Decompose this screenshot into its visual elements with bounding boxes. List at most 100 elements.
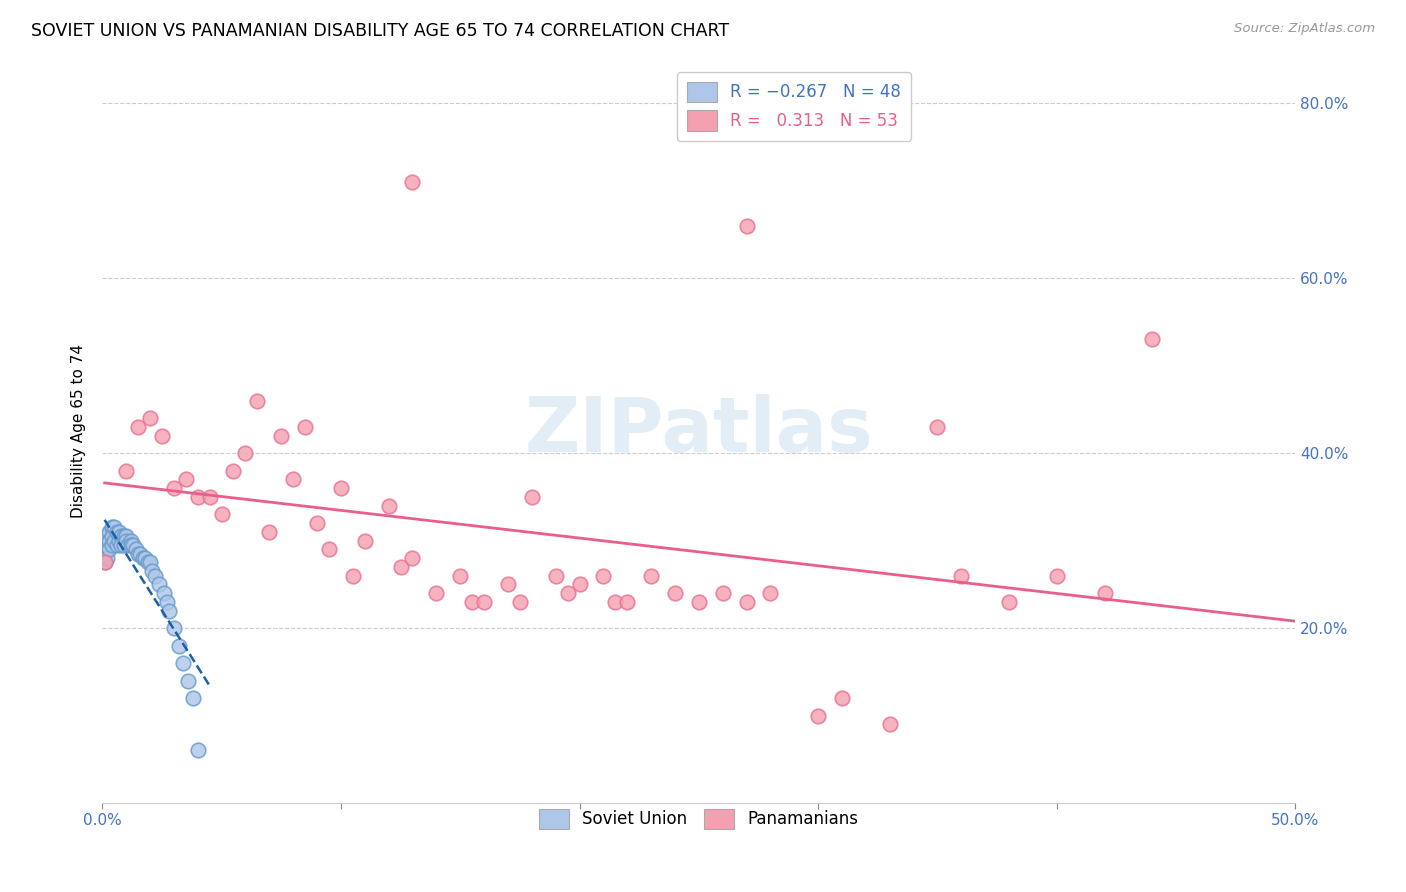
Point — [153, 586, 176, 600]
Point — [150, 428, 173, 442]
Point — [329, 481, 352, 495]
Point — [132, 551, 155, 566]
Point — [759, 586, 782, 600]
Point — [198, 490, 221, 504]
Point — [401, 175, 423, 189]
Point — [735, 595, 758, 609]
Point — [449, 568, 471, 582]
Point — [735, 219, 758, 233]
Point — [163, 621, 186, 635]
Point — [117, 538, 139, 552]
Point — [270, 428, 292, 442]
Point — [103, 533, 125, 548]
Point — [98, 524, 121, 539]
Point — [496, 577, 519, 591]
Point — [105, 524, 128, 539]
Point — [305, 516, 328, 530]
Point — [93, 547, 115, 561]
Point — [222, 464, 245, 478]
Point — [1046, 568, 1069, 582]
Point — [461, 595, 484, 609]
Point — [711, 586, 734, 600]
Point — [950, 568, 973, 582]
Point — [616, 595, 638, 609]
Text: Source: ZipAtlas.com: Source: ZipAtlas.com — [1234, 22, 1375, 36]
Point — [108, 533, 131, 548]
Point — [472, 595, 495, 609]
Point — [568, 577, 591, 591]
Point — [115, 464, 138, 478]
Point — [139, 556, 162, 570]
Point — [98, 533, 121, 548]
Point — [1094, 586, 1116, 600]
Point — [172, 656, 194, 670]
Point — [174, 472, 197, 486]
Text: SOVIET UNION VS PANAMANIAN DISABILITY AGE 65 TO 74 CORRELATION CHART: SOVIET UNION VS PANAMANIAN DISABILITY AG… — [31, 22, 730, 40]
Point — [318, 542, 340, 557]
Text: ZIPatlas: ZIPatlas — [524, 394, 873, 468]
Point — [177, 673, 200, 688]
Point — [103, 520, 125, 534]
Point — [105, 538, 128, 552]
Point — [108, 524, 131, 539]
Point — [605, 595, 627, 609]
Point — [93, 556, 115, 570]
Point — [509, 595, 531, 609]
Point — [281, 472, 304, 486]
Point — [157, 603, 180, 617]
Point — [211, 508, 233, 522]
Point — [122, 538, 145, 552]
Point — [127, 547, 149, 561]
Point — [377, 499, 399, 513]
Point — [148, 577, 170, 591]
Point — [401, 551, 423, 566]
Point — [259, 524, 281, 539]
Point — [664, 586, 686, 600]
Point — [592, 568, 614, 582]
Point — [100, 538, 122, 552]
Point — [294, 420, 316, 434]
Point — [139, 411, 162, 425]
Point — [181, 691, 204, 706]
Point — [93, 542, 115, 557]
Point — [520, 490, 543, 504]
Point — [141, 564, 163, 578]
Point — [425, 586, 447, 600]
Point — [187, 743, 209, 757]
Point — [120, 533, 142, 548]
Point — [110, 538, 132, 552]
Point — [831, 691, 853, 706]
Point — [112, 538, 135, 552]
Point — [353, 533, 375, 548]
Point — [93, 533, 115, 548]
Point — [129, 547, 152, 561]
Point — [235, 446, 257, 460]
Point — [156, 595, 179, 609]
Legend: Soviet Union, Panamanians: Soviet Union, Panamanians — [533, 802, 865, 836]
Point — [100, 529, 122, 543]
Point — [134, 551, 156, 566]
Point — [879, 717, 901, 731]
Point — [115, 529, 138, 543]
Point — [120, 538, 142, 552]
Point — [163, 481, 186, 495]
Point — [927, 420, 949, 434]
Point — [96, 538, 118, 552]
Point — [100, 520, 122, 534]
Point — [998, 595, 1021, 609]
Y-axis label: Disability Age 65 to 74: Disability Age 65 to 74 — [72, 344, 86, 518]
Point — [136, 556, 159, 570]
Point — [342, 568, 364, 582]
Point — [246, 393, 269, 408]
Point — [640, 568, 662, 582]
Point — [167, 639, 190, 653]
Point — [110, 529, 132, 543]
Point — [93, 556, 115, 570]
Point — [187, 490, 209, 504]
Point — [96, 529, 118, 543]
Point — [1142, 333, 1164, 347]
Point — [807, 708, 830, 723]
Point — [688, 595, 710, 609]
Point — [124, 542, 146, 557]
Point — [389, 559, 412, 574]
